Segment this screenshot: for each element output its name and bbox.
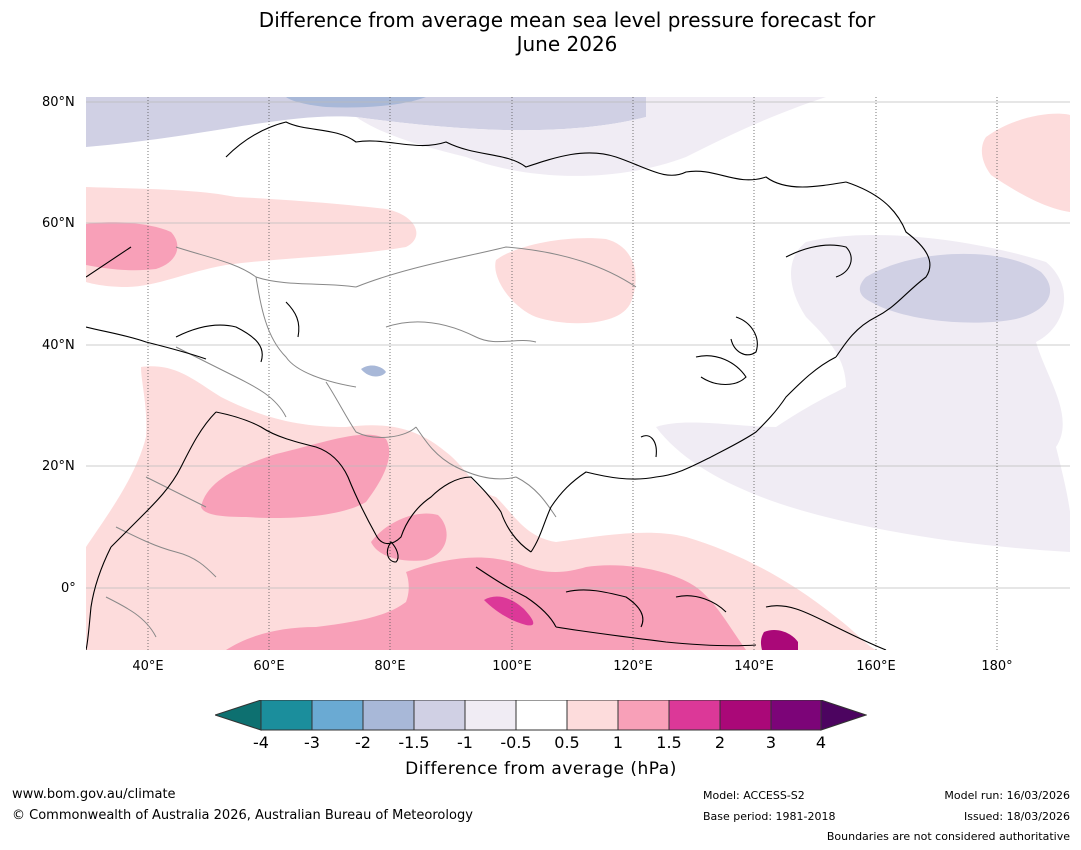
legend-tick: -1.5 [398, 733, 430, 752]
lon-label-140e: 140°E [734, 659, 774, 674]
meridians [147, 97, 998, 650]
anomaly-bering-pink [981, 113, 1070, 212]
legend-swatch-10 [719, 700, 772, 731]
lon-label-100e: 100°E [492, 659, 532, 674]
map-title: Difference from average mean sea level p… [0, 8, 1081, 56]
legend-swatch-4 [413, 700, 466, 731]
legend-tick: -2 [355, 733, 371, 752]
legend-tick: -1 [457, 733, 473, 752]
lon-label-60e: 60°E [253, 659, 285, 674]
legend-swatch-9 [668, 700, 721, 731]
legend-tick: 4 [815, 733, 827, 752]
lat-label-60n: 60°N [42, 216, 75, 231]
lat-label-80n: 80°N [42, 95, 75, 110]
legend-tick: -3 [304, 733, 320, 752]
lon-label-160e: 160°E [856, 659, 896, 674]
anomaly-tibet-blue [361, 365, 386, 377]
legend-tick: 0.5 [554, 733, 580, 752]
pressure-anomaly-map [86, 97, 1070, 650]
lat-label-40n: 40°N [42, 338, 75, 353]
legend-swatch-5 [464, 700, 517, 731]
anomaly-arabian-sea-pink [201, 434, 390, 519]
lon-label-40e: 40°E [132, 659, 164, 674]
legend-label: Difference from average (hPa) [405, 759, 677, 779]
legend-tick: 1 [612, 733, 624, 752]
boundaries-disclaimer: Boundaries are not considered authoritat… [826, 830, 1070, 843]
anomaly-arctic-lavender [86, 97, 676, 147]
country-borders [105, 246, 637, 638]
anomaly-mongolia-pink [495, 238, 636, 324]
legend-swatch-6 [515, 700, 568, 731]
legend-swatch-below-4 [215, 700, 262, 731]
model-run-date: Model run: 16/03/2026 [944, 789, 1070, 802]
legend-swatch-11 [770, 700, 822, 731]
anomaly-arctic-light [356, 97, 826, 176]
title-line-2: June 2026 [516, 32, 618, 56]
legend-tick: 3 [765, 733, 777, 752]
lon-label-80e: 80°E [374, 659, 406, 674]
legend-swatch-7 [566, 700, 619, 731]
anomaly-indonesia-magenta [484, 596, 534, 626]
legend-swatch-2 [311, 700, 364, 731]
lat-label-20n: 20°N [42, 459, 75, 474]
anomaly-maritime-pink [226, 557, 746, 650]
anomaly-nw-pacific-lavender [859, 253, 1051, 323]
anomaly-new-guinea-magenta [760, 630, 798, 650]
legend-tick: -0.5 [500, 733, 532, 752]
anomaly-bay-bengal-pink [371, 513, 447, 561]
lat-label-0: 0° [61, 581, 76, 596]
lon-label-180: 180° [981, 659, 1013, 674]
lon-label-120e: 120°E [613, 659, 653, 674]
legend-colorbar [215, 700, 867, 731]
model-name: Model: ACCESS-S2 [703, 789, 805, 802]
anomaly-europe-mid-pink [86, 222, 178, 271]
legend-tick: -4 [253, 733, 269, 752]
base-period: Base period: 1981-2018 [703, 810, 836, 823]
copyright-text: © Commonwealth of Australia 2026, Austra… [12, 808, 473, 823]
graticule [86, 101, 1070, 589]
legend-swatch-8 [617, 700, 670, 731]
website-link[interactable]: www.bom.gov.au/climate [12, 787, 176, 802]
map-svg [86, 97, 1070, 650]
coastlines [86, 121, 931, 650]
title-line-1: Difference from average mean sea level p… [258, 8, 876, 32]
legend-tick: 2 [714, 733, 726, 752]
legend-tick: 1.5 [656, 733, 682, 752]
legend-swatch-above-4 [820, 700, 867, 731]
legend-swatch-1 [260, 700, 313, 731]
legend-swatch-3 [362, 700, 415, 731]
issued-date: Issued: 18/03/2026 [963, 810, 1070, 823]
